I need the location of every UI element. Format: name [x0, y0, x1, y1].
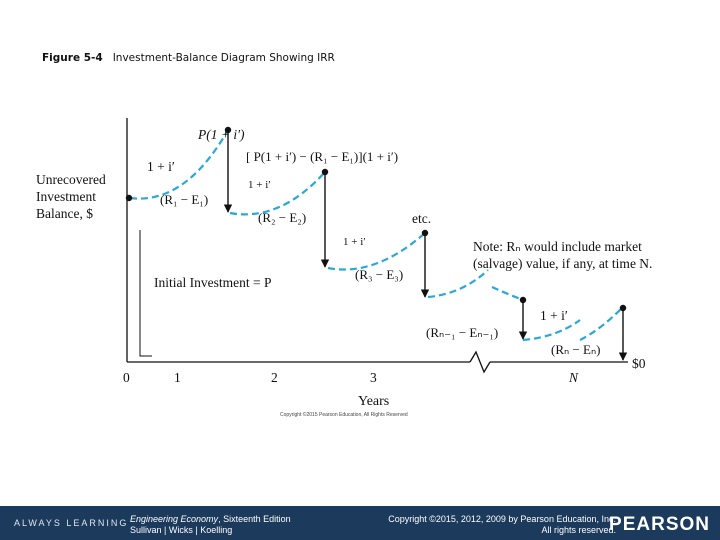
growth-curve-6 — [522, 319, 581, 342]
initial-investment-label: Initial Investment = P — [154, 275, 271, 290]
growth-curve-2 — [229, 171, 326, 216]
investment-balance-diagram: Unrecovered Investment Balance, $ Initia… — [36, 118, 652, 418]
balance-point-3 — [421, 229, 429, 237]
label-en1: (Rₙ₋₁ − Eₙ₋₁) — [426, 325, 498, 340]
always-learning-label: ALWAYS LEARNING — [14, 518, 129, 528]
y-axis-label-line3: Balance, $ — [36, 206, 93, 221]
balance-point-0 — [125, 194, 133, 202]
growth-curve-1 — [129, 129, 229, 200]
label-p-growth: P(1 + i′) — [197, 127, 245, 142]
x-tick-0: 0 — [123, 370, 130, 385]
axis-break — [469, 350, 491, 374]
book-authors: Sullivan | Wicks | Koelling — [130, 525, 233, 535]
book-edition: , Sixteenth Edition — [218, 514, 291, 524]
figure-number: Figure 5-4 — [42, 52, 103, 64]
balance-point-2 — [321, 168, 329, 176]
growth-curve-3 — [327, 232, 426, 271]
x-tick-2: 2 — [271, 370, 278, 385]
label-growth-n: 1 + i′ — [540, 308, 568, 323]
growth-curve-7 — [579, 307, 623, 341]
book-title: Engineering Economy — [130, 514, 219, 524]
diagram-copyright: Copyright ©2015 Pearson Education, All R… — [280, 411, 408, 418]
copyright-line-1: Copyright ©2015, 2012, 2009 by Pearson E… — [388, 514, 616, 524]
balance-point-1 — [224, 126, 232, 134]
balance-point-n — [619, 304, 627, 312]
end-label: $0 — [632, 356, 646, 371]
note-line-2: (salvage) value, if any, at time N. — [473, 256, 652, 271]
x-axis-title: Years — [358, 394, 389, 409]
initial-investment-bracket — [139, 230, 152, 357]
label-growth-3: 1 + i′ — [343, 236, 366, 248]
label-e2: (R₂ − E₂) — [258, 210, 306, 225]
label-e3: (R₃ − E₃) — [355, 267, 403, 282]
label-growth-2: 1 + i′ — [248, 179, 271, 191]
copyright-notice: Copyright ©2015, 2012, 2009 by Pearson E… — [388, 514, 616, 536]
x-tick-n: N — [568, 370, 579, 385]
label-bracket: [ P(1 + i′) − (R₁ − E₁)](1 + i′) — [246, 149, 398, 164]
copyright-line-2: All rights reserved. — [541, 525, 616, 535]
y-axis-label-line1: Unrecovered — [36, 172, 106, 187]
pearson-logo: PEARSON — [609, 514, 710, 535]
footer-bar: ALWAYS LEARNING Engineering Economy, Six… — [0, 506, 720, 540]
note-line-1: Note: Rₙ would include market — [473, 239, 642, 254]
figure-caption: Figure 5-4 Investment-Balance Diagram Sho… — [42, 52, 335, 64]
y-axis-label-line2: Investment — [36, 189, 96, 204]
growth-curve-4 — [427, 269, 489, 299]
label-growth-1: 1 + i′ — [147, 159, 175, 174]
label-etc: etc. — [412, 211, 431, 226]
x-tick-3: 3 — [370, 370, 377, 385]
figure-title: Investment-Balance Diagram Showing IRR — [112, 52, 335, 64]
x-tick-1: 1 — [174, 370, 181, 385]
label-e1: (R₁ − E₁) — [160, 192, 208, 207]
book-info: Engineering Economy, Sixteenth Edition S… — [130, 514, 291, 536]
label-en: (Rₙ − Eₙ) — [551, 342, 600, 357]
balance-point-n1 — [519, 296, 527, 304]
growth-curve-5 — [491, 286, 524, 302]
